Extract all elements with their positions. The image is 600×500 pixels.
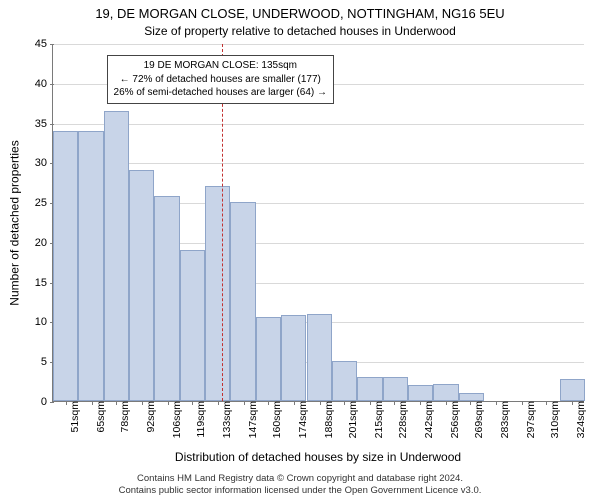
histogram-bar — [129, 170, 154, 401]
x-tick-label: 201sqm — [339, 401, 359, 438]
gridline — [53, 124, 584, 125]
histogram-bar — [408, 385, 433, 401]
y-axis-label: Number of detached properties — [8, 44, 22, 402]
x-tick-label: 256sqm — [441, 401, 461, 438]
gridline — [53, 163, 584, 164]
y-tick-label: 0 — [41, 396, 53, 408]
x-tick-label: 283sqm — [491, 401, 511, 438]
plot-area: 05101520253035404551sqm65sqm78sqm92sqm10… — [52, 44, 584, 402]
x-tick-label: 133sqm — [213, 401, 233, 438]
histogram-bar — [433, 384, 458, 402]
y-tick-label: 25 — [35, 197, 53, 209]
histogram-bar — [230, 202, 255, 401]
histogram-bar — [180, 250, 205, 401]
y-tick-label: 5 — [41, 356, 53, 368]
chart-title-main: 19, DE MORGAN CLOSE, UNDERWOOD, NOTTINGH… — [0, 6, 600, 21]
x-tick-label: 297sqm — [517, 401, 537, 438]
y-tick-label: 35 — [35, 118, 53, 130]
x-tick-label: 188sqm — [315, 401, 335, 438]
histogram-bar — [53, 131, 78, 401]
histogram-bar — [205, 186, 230, 401]
histogram-bar — [357, 377, 382, 401]
x-axis-label: Distribution of detached houses by size … — [52, 450, 584, 464]
annotation-line-3: 26% of semi-detached houses are larger (… — [114, 86, 327, 100]
x-tick-label: 119sqm — [187, 401, 207, 438]
histogram-bar — [256, 317, 281, 401]
histogram-bar — [459, 393, 484, 401]
footer-line-1: Contains HM Land Registry data © Crown c… — [0, 473, 600, 485]
x-tick-label: 269sqm — [465, 401, 485, 438]
histogram-bar — [383, 377, 408, 401]
x-tick-label: 228sqm — [389, 401, 409, 438]
histogram-bar — [307, 314, 332, 402]
x-tick-label: 324sqm — [567, 401, 587, 438]
y-tick-label: 15 — [35, 277, 53, 289]
x-tick-label: 106sqm — [162, 401, 182, 438]
chart-title-sub: Size of property relative to detached ho… — [0, 24, 600, 38]
x-tick-label: 174sqm — [289, 401, 309, 438]
gridline — [53, 44, 584, 45]
y-tick-label: 30 — [35, 157, 53, 169]
chart-container: 19, DE MORGAN CLOSE, UNDERWOOD, NOTTINGH… — [0, 0, 600, 500]
x-tick-label: 310sqm — [541, 401, 561, 438]
x-tick-label: 160sqm — [263, 401, 283, 438]
histogram-bar — [560, 379, 585, 401]
histogram-bar — [154, 196, 179, 401]
x-tick-label: 215sqm — [365, 401, 385, 438]
histogram-bar — [104, 111, 129, 401]
histogram-bar — [332, 361, 357, 401]
histogram-bar — [281, 315, 306, 401]
x-tick-label: 51sqm — [60, 401, 80, 433]
annotation-line-2: ← 72% of detached houses are smaller (17… — [114, 73, 327, 87]
y-tick-label: 40 — [35, 78, 53, 90]
x-tick-label: 78sqm — [110, 401, 130, 433]
histogram-bar — [78, 131, 103, 401]
annotation-line-1: 19 DE MORGAN CLOSE: 135sqm — [114, 59, 327, 73]
x-tick-label: 147sqm — [239, 401, 259, 438]
y-tick-label: 10 — [35, 316, 53, 328]
y-tick-label: 45 — [35, 38, 53, 50]
footer-line-2: Contains public sector information licen… — [0, 485, 600, 497]
x-tick-label: 65sqm — [86, 401, 106, 433]
x-tick-label: 92sqm — [136, 401, 156, 433]
x-tick-label: 242sqm — [415, 401, 435, 438]
annotation-box: 19 DE MORGAN CLOSE: 135sqm← 72% of detac… — [107, 55, 334, 104]
y-tick-label: 20 — [35, 237, 53, 249]
y-axis-label-text: Number of detached properties — [8, 140, 22, 305]
